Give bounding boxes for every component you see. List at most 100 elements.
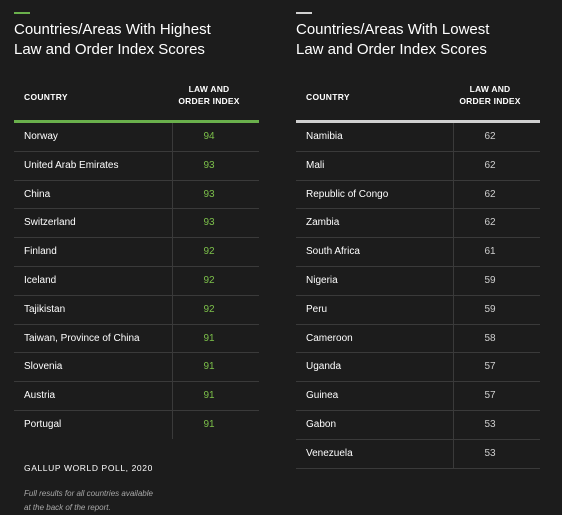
table-row: Iceland 92 (14, 266, 259, 296)
table-row: Nigeria 59 (296, 266, 540, 296)
country-name: Slovenia (24, 361, 63, 373)
country-name: Finland (24, 246, 57, 258)
table-row: China 93 (14, 180, 259, 210)
table-row: Namibia 62 (296, 123, 540, 152)
column-divider (172, 295, 173, 324)
footnote-line1: Full results for all countries available (24, 488, 153, 498)
country-name: Zambia (306, 217, 340, 229)
score-value: 94 (203, 131, 215, 142)
column-header-country: COUNTRY (306, 92, 350, 102)
column-divider (453, 209, 454, 238)
table-row: Gabon 53 (296, 410, 540, 440)
score-value: 53 (484, 447, 496, 459)
score-value: 91 (203, 418, 215, 430)
country-name: Norway (24, 131, 58, 142)
panel-title-line1: Countries/Areas With Highest (14, 21, 211, 38)
column-divider (172, 238, 173, 266)
score-value: 93 (203, 188, 215, 200)
country-name: Tajikistan (24, 303, 66, 315)
country-name: Republic of Congo (306, 188, 389, 200)
column-divider (453, 151, 454, 180)
column-divider (172, 209, 173, 238)
accent-line (14, 12, 30, 14)
column-divider (172, 123, 173, 151)
highest-scores-panel: Countries/Areas With Highest Law and Ord… (14, 0, 259, 515)
score-value: 59 (484, 303, 496, 315)
table-row: Norway 94 (14, 123, 259, 152)
country-name: Austria (24, 390, 56, 402)
column-header-country: COUNTRY (24, 92, 68, 102)
table-row: Republic of Congo 62 (296, 180, 540, 210)
table-row: Switzerland 93 (14, 209, 259, 239)
table-row: South Africa 61 (296, 238, 540, 267)
footnote-line2: at the back of the report. (24, 502, 111, 512)
table-row: United Arab Emirates 93 (14, 151, 259, 181)
score-value: 62 (484, 159, 496, 171)
table-row: Guinea 57 (296, 382, 540, 411)
table-row: Slovenia 91 (14, 353, 259, 383)
column-divider (172, 151, 173, 180)
column-header-score-line1: LAW AND (469, 84, 511, 94)
lowest-scores-panel: Countries/Areas With Lowest Law and Orde… (296, 0, 540, 469)
table-row: Portugal 91 (14, 410, 259, 439)
column-divider (453, 180, 454, 209)
table-row: Zambia 62 (296, 209, 540, 239)
column-divider (172, 324, 173, 353)
score-value: 93 (203, 217, 215, 229)
column-divider (172, 180, 173, 209)
country-name: Switzerland (24, 217, 76, 229)
score-value: 91 (203, 361, 215, 373)
table-row: Cameroon 58 (296, 324, 540, 354)
country-name: Uganda (306, 361, 342, 373)
panel-title-line1: Countries/Areas With Lowest (296, 21, 490, 38)
panel-title-line2: Law and Order Index Scores (14, 41, 205, 58)
column-header-score: LAW AND ORDER INDEX (450, 83, 530, 107)
table-row: Taiwan, Province of China 91 (14, 324, 259, 354)
score-value: 62 (484, 188, 496, 200)
column-divider (453, 353, 454, 382)
score-value: 62 (484, 131, 496, 142)
column-header-score-line2: ORDER INDEX (178, 96, 240, 106)
table-row: Finland 92 (14, 238, 259, 267)
country-name: South Africa (306, 246, 360, 258)
country-name: Namibia (306, 131, 343, 142)
table-row: Peru 59 (296, 295, 540, 325)
table-header: COUNTRY LAW AND ORDER INDEX (14, 76, 259, 123)
table-row: Venezuela 53 (296, 439, 540, 469)
country-name: Peru (306, 303, 328, 315)
country-name: Cameroon (306, 332, 353, 344)
column-divider (453, 324, 454, 353)
score-value: 57 (484, 390, 496, 402)
country-name: Gabon (306, 418, 337, 430)
column-divider (453, 439, 454, 468)
column-divider (453, 295, 454, 324)
footnote: Full results for all countries available… (24, 487, 204, 515)
country-name: Iceland (24, 274, 57, 286)
column-divider (172, 382, 173, 410)
score-value: 91 (203, 332, 215, 344)
country-name: China (24, 188, 51, 200)
country-name: Nigeria (306, 274, 338, 286)
score-value: 92 (203, 274, 215, 286)
panel-title-line2: Law and Order Index Scores (296, 41, 487, 58)
score-value: 57 (484, 361, 496, 373)
score-value: 92 (203, 246, 215, 258)
score-value: 58 (484, 332, 496, 344)
column-divider (453, 266, 454, 295)
table-row: Tajikistan 92 (14, 295, 259, 325)
country-name: Guinea (306, 390, 339, 402)
country-name: Portugal (24, 418, 62, 430)
table-body: Namibia 62 Mali 62 Republic of Congo 62 Zam… (296, 123, 540, 469)
country-name: Taiwan, Province of China (24, 332, 140, 344)
column-divider (453, 410, 454, 439)
panel-title: Countries/Areas With Lowest Law and Orde… (296, 20, 540, 60)
country-name: Mali (306, 159, 325, 171)
score-value: 93 (203, 159, 215, 171)
table-row: Austria 91 (14, 382, 259, 411)
accent-line (296, 12, 312, 14)
table-header: COUNTRY LAW AND ORDER INDEX (296, 76, 540, 123)
score-value: 92 (203, 303, 215, 315)
score-value: 91 (203, 390, 215, 402)
source-label: GALLUP WORLD POLL, 2020 (24, 462, 153, 473)
score-value: 62 (484, 217, 496, 229)
